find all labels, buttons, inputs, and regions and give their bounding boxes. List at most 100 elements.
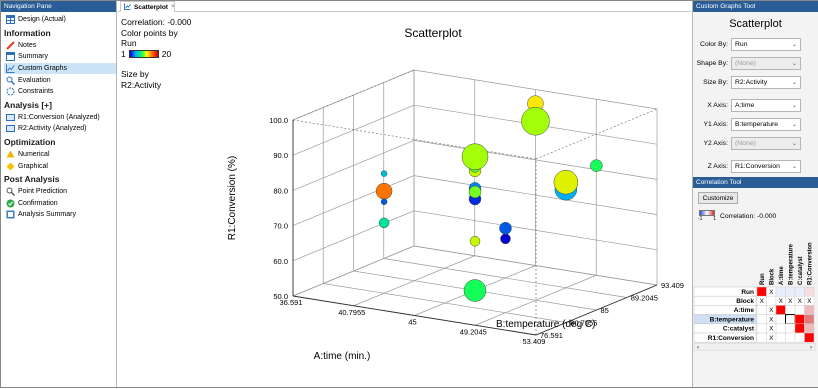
matrix-cell[interactable] xyxy=(804,305,815,315)
matrix-cell[interactable] xyxy=(785,314,796,325)
matrix-scrollbar[interactable] xyxy=(693,342,816,351)
tool-field-label: Y1 Axis: xyxy=(703,120,728,128)
scatter-point[interactable] xyxy=(469,235,481,247)
tool-field-row: Color By: Run ⌄ xyxy=(693,36,818,52)
scatter-point[interactable] xyxy=(590,159,603,172)
nav-item-numerical[interactable]: Numerical xyxy=(4,149,116,161)
nav-item-label: R1:Conversion (Analyzed) xyxy=(18,113,100,121)
scatterplot-3d[interactable]: Scatterplot 50.0 60.0 70.0 80.0 90.0 100.0 36.5… xyxy=(118,13,691,387)
nav-item-r1-conversion-analyzed[interactable]: R1:Conversion (Analyzed) xyxy=(4,112,116,124)
nav-item-point-prediction[interactable]: Point Prediction xyxy=(4,186,116,198)
z-tick-label: 80.7955 xyxy=(570,319,597,328)
matrix-cell[interactable] xyxy=(775,305,786,315)
correlation-legend-scale: -1 1 xyxy=(698,210,716,222)
z-tick-label: 93.409 xyxy=(661,281,684,290)
tool-field-label: Size By: xyxy=(703,78,728,86)
matrix-cell[interactable] xyxy=(775,286,786,297)
matrix-cell[interactable] xyxy=(756,286,767,297)
matrix-column-header: B:temperature xyxy=(788,243,794,285)
color-by-select[interactable]: Run ⌄ xyxy=(731,37,801,51)
y-axis-label: R1:Conversion (%) xyxy=(227,156,238,240)
scatter-point[interactable] xyxy=(553,169,579,195)
grid-line xyxy=(413,245,658,286)
nav-item-label: Evaluation xyxy=(18,76,51,84)
nav-item-confirmation[interactable]: Confirmation xyxy=(4,198,116,210)
tool-field-row: Size By: R2:Activity ⌄ xyxy=(693,74,818,90)
matrix-cell[interactable] xyxy=(804,332,815,343)
matrix-row-header: C:catalyst xyxy=(723,326,755,333)
nav-item-constraints[interactable]: Constraints xyxy=(4,86,116,98)
scatter-point[interactable] xyxy=(375,182,393,200)
select-value: R1:Conversion xyxy=(735,162,780,170)
matrix-cell[interactable] xyxy=(756,305,767,315)
nav-item-label: Analysis Summary xyxy=(18,211,76,219)
y1-axis-select[interactable]: B:temperature ⌄ xyxy=(731,117,801,131)
scatter-point[interactable] xyxy=(461,143,489,170)
scatter-point[interactable] xyxy=(500,233,511,245)
x-axis-select[interactable]: A:time ⌄ xyxy=(731,98,801,112)
scroll-right-icon[interactable]: › xyxy=(810,345,812,351)
matrix-row-header: A:time xyxy=(734,307,755,314)
matrix-cell[interactable] xyxy=(766,295,777,306)
matrix-row-header-cell xyxy=(693,332,757,343)
matrix-cell[interactable] xyxy=(756,323,767,334)
matrix-cell[interactable] xyxy=(804,314,815,325)
tool-field-row: Y2 Axis: (None) ⌄ xyxy=(693,135,818,151)
matrix-cell[interactable] xyxy=(775,332,786,343)
nav-item-analysis-summary[interactable]: Analysis Summary xyxy=(4,209,116,221)
matrix-cell[interactable] xyxy=(794,286,805,297)
matrix-cell[interactable] xyxy=(804,323,815,334)
z-tick-label: 76.591 xyxy=(540,331,563,340)
tool-field-label: Y2 Axis: xyxy=(703,139,728,147)
matrix-cell[interactable] xyxy=(785,286,796,297)
nav-item-r2-activity-analyzed[interactable]: R2:Activity (Analyzed) xyxy=(4,123,116,135)
tab-scatterplot[interactable]: Scatterplot × xyxy=(120,1,175,12)
matrix-cell[interactable] xyxy=(775,323,786,334)
scatter-point[interactable] xyxy=(380,198,388,205)
scatter-point[interactable] xyxy=(521,106,550,136)
matrix-cell-mark: X xyxy=(769,335,774,342)
nav-item-custom-graphs[interactable]: Custom Graphs xyxy=(4,62,116,75)
matrix-row-header: B:temperature xyxy=(710,316,755,323)
color-scale-min: 1 xyxy=(121,48,126,59)
matrix-cell[interactable] xyxy=(794,323,805,334)
matrix-cell[interactable] xyxy=(756,314,767,325)
tab-close-icon[interactable]: × xyxy=(170,4,175,10)
nav-item-graphical[interactable]: Graphical xyxy=(4,160,116,172)
nav-item-summary[interactable]: Summary xyxy=(4,51,116,63)
matrix-cell[interactable] xyxy=(756,332,767,343)
select-value: R2:Activity xyxy=(735,78,768,86)
matrix-cell[interactable] xyxy=(785,332,796,343)
y-tick-label: 90.0 xyxy=(273,151,288,160)
scatter-point[interactable] xyxy=(463,279,487,302)
nav-item-notes[interactable]: Notes xyxy=(4,40,116,52)
numerical-icon xyxy=(6,150,15,159)
plot-area[interactable]: Scatterplot 50.0 60.0 70.0 80.0 90.0 100.0 36.5… xyxy=(118,13,691,387)
size-by-select[interactable]: R2:Activity ⌄ xyxy=(731,75,801,89)
nav-item-evaluation[interactable]: Evaluation xyxy=(4,74,116,86)
select-value: (None) xyxy=(735,59,756,67)
matrix-column-header: C:catalyst xyxy=(798,256,804,285)
scatter-point[interactable] xyxy=(499,221,512,235)
matrix-cell[interactable] xyxy=(794,305,805,315)
scatter-point[interactable] xyxy=(378,217,390,229)
matrix-cell[interactable] xyxy=(794,332,805,343)
grid-line xyxy=(383,258,627,298)
customize-button[interactable]: Customize xyxy=(698,192,738,204)
nav-design[interactable]: Design (Actual) xyxy=(4,14,116,26)
z-axis-select[interactable]: R1:Conversion ⌄ xyxy=(731,159,801,173)
matrix-cell[interactable] xyxy=(794,314,805,325)
grid-line xyxy=(475,274,597,326)
scatter-point[interactable] xyxy=(468,185,482,199)
matrix-cell[interactable] xyxy=(785,305,796,315)
matrix-cell[interactable] xyxy=(785,323,796,334)
correlation-matrix[interactable]: Run Block A:time B:temperature C:catalyst R1:… xyxy=(693,225,818,375)
analysis-icon xyxy=(6,124,15,133)
matrix-cell[interactable] xyxy=(804,286,815,297)
matrix-cell[interactable] xyxy=(775,314,786,325)
matrix-column-header: Block xyxy=(769,268,775,285)
scatter-point[interactable] xyxy=(380,170,388,177)
x-tick-label: 49.2045 xyxy=(460,327,487,336)
scroll-left-icon[interactable]: ‹ xyxy=(697,345,699,351)
